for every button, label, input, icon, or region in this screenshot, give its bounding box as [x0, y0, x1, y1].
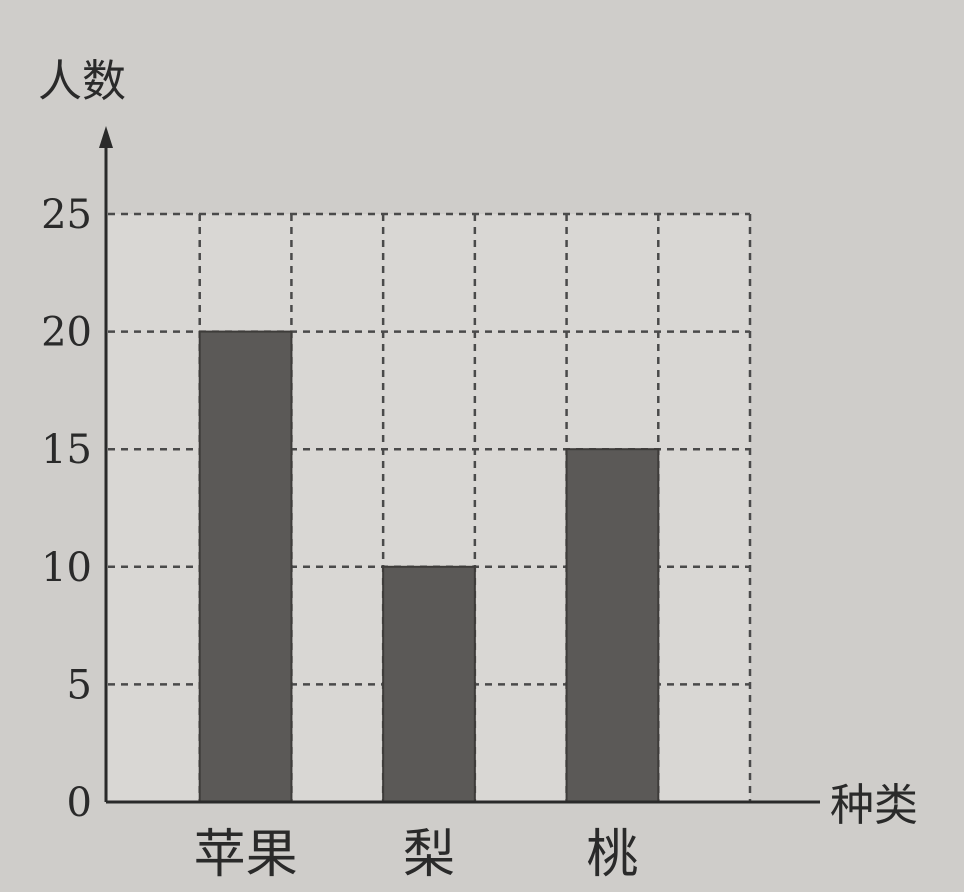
y-axis-arrow-icon	[99, 126, 113, 148]
y-tick-label: 25	[41, 192, 92, 238]
bar	[565, 448, 660, 803]
category-label: 桃	[586, 825, 638, 885]
y-tick-label: 20	[41, 310, 92, 356]
x-axis-title: 种类	[830, 780, 918, 831]
y-tick-label: 15	[41, 427, 92, 473]
y-axis-title: 人数	[38, 56, 126, 107]
axes	[99, 126, 820, 804]
bar	[198, 330, 293, 803]
y-tick-label: 10	[41, 545, 92, 591]
bar	[382, 565, 476, 803]
y-tick-labels: 0 5 10 15 20 25	[41, 192, 92, 826]
y-tick-label: 0	[67, 780, 92, 826]
category-label: 苹果	[194, 825, 298, 885]
category-label: 梨	[403, 825, 455, 885]
category-labels: 苹果 梨 桃	[194, 825, 639, 885]
bars	[198, 330, 660, 803]
y-tick-label: 5	[67, 662, 92, 708]
